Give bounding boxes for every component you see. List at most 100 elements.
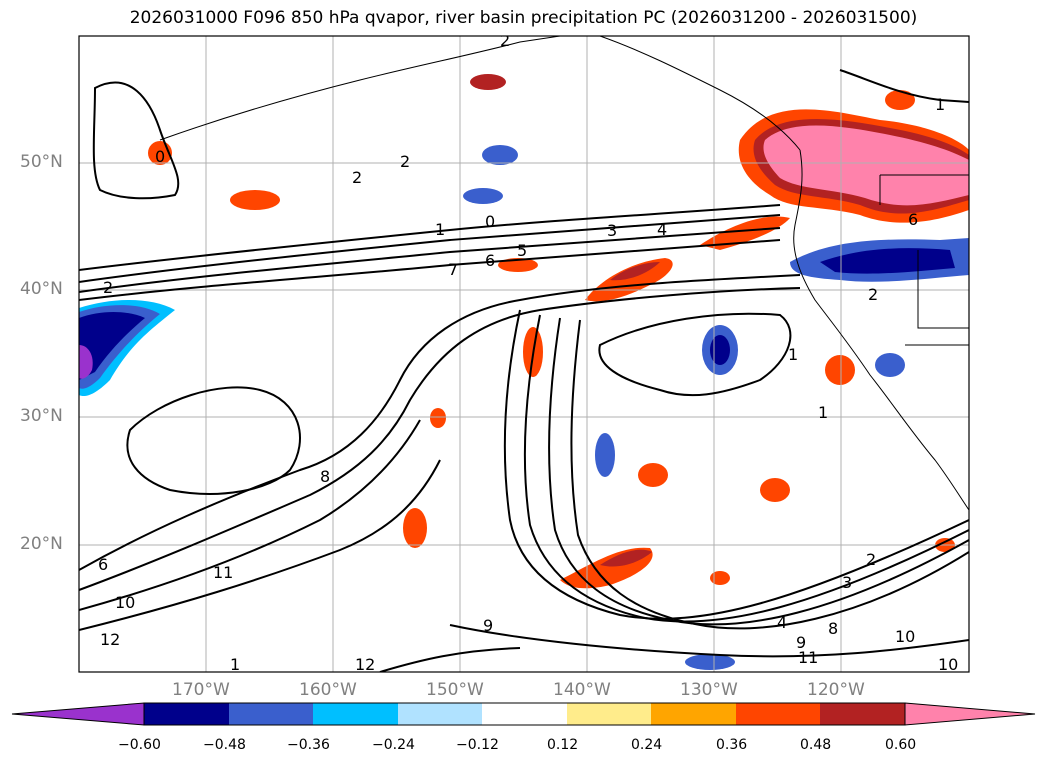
lon-label: 140°W	[553, 680, 611, 700]
coastlines	[159, 36, 969, 511]
coastline-alaska	[159, 36, 801, 151]
colorbar-segment	[144, 703, 229, 725]
precip-blob-small	[482, 145, 518, 165]
contour-line	[126, 386, 301, 495]
map-plot-area: 1 0 2 2 1 0 3 4 5 6 7 2 1 2 1 8 11 10 12…	[79, 31, 969, 674]
colorbar-tick-label: 0.60	[885, 737, 917, 753]
contour-label: 0	[485, 212, 495, 231]
contour-line	[839, 69, 969, 103]
colorbar-tick-label: 0.12	[547, 737, 579, 753]
contour-label: 1	[818, 403, 828, 422]
precip-blob-blue-band-core	[820, 248, 955, 274]
contour-label: 5	[517, 241, 527, 260]
contour-label: 11	[213, 563, 233, 582]
precip-blob-small	[685, 654, 735, 670]
lon-label: 120°W	[807, 680, 865, 700]
colorbar	[11, 702, 1036, 726]
contour-label: 8	[828, 619, 838, 638]
contour-line	[79, 214, 781, 283]
colorbar-segment	[567, 703, 651, 725]
contour-line	[570, 319, 969, 630]
precip-blob-small	[760, 478, 790, 502]
contour-labels: 1 0 2 2 1 0 3 4 5 6 7 2 1 2 1 8 11 10 12…	[98, 31, 958, 674]
contour-line	[79, 274, 801, 571]
lat-label: 50°N	[20, 152, 63, 172]
contour-line	[449, 624, 969, 658]
precip-blob-small	[230, 190, 280, 210]
precip-blob-small	[430, 408, 446, 428]
lat-label: 40°N	[20, 279, 63, 299]
precip-blob-small	[710, 571, 730, 585]
coastline-inland	[879, 174, 969, 346]
colorbar-tick-label: 0.24	[631, 737, 663, 753]
contour-label: 0	[155, 147, 165, 166]
lon-label: 150°W	[426, 680, 484, 700]
contour-line	[79, 204, 781, 271]
contour-label: 7	[448, 260, 458, 279]
colorbar-tick-label: −0.36	[287, 737, 330, 753]
contour-label: 3	[842, 573, 852, 592]
contour-label: 11	[798, 648, 818, 667]
colorbar-tick-label: −0.48	[203, 737, 246, 753]
contour-line	[92, 81, 180, 200]
contour-label: 2	[103, 278, 113, 297]
colorbar-segment	[313, 703, 398, 725]
precip-blob-small	[885, 90, 915, 110]
graticule	[79, 36, 969, 672]
precip-blob-streak-45n	[700, 216, 790, 250]
contour-label: 9	[483, 616, 493, 635]
contour-label: 1	[435, 220, 445, 239]
contour-label: 10	[938, 655, 958, 674]
colorbar-segment	[820, 703, 905, 725]
contour-line	[79, 419, 421, 611]
contour-label: 4	[777, 613, 787, 632]
colorbar-tick-label: −0.60	[118, 737, 161, 753]
contour-label: 2	[400, 152, 410, 171]
contour-label: 2	[500, 31, 510, 50]
contour-line	[598, 312, 792, 397]
colorbar-segment	[482, 703, 567, 725]
contour-line	[79, 459, 441, 631]
precip-blob-west-core	[79, 312, 145, 380]
contour-label: 9	[796, 633, 806, 652]
contour-label: 12	[100, 630, 120, 649]
colorbar-extend-left	[11, 702, 145, 726]
humidity-contours	[79, 69, 969, 672]
contour-line	[79, 227, 781, 293]
contour-label: 4	[657, 220, 667, 239]
contour-label: 8	[320, 467, 330, 486]
precip-blob-nw-inner	[763, 125, 969, 206]
colorbar-tick-label: 0.36	[716, 737, 748, 753]
lon-label: 160°W	[299, 680, 357, 700]
precip-blob-small	[638, 463, 668, 487]
colorbar-frame	[143, 702, 906, 726]
colorbar-tick-label: −0.24	[372, 737, 415, 753]
plot-frame	[78, 35, 970, 673]
contour-label: 10	[895, 627, 915, 646]
contour-label: 6	[485, 251, 495, 270]
precip-blob-small	[403, 508, 427, 548]
contour-line	[503, 309, 969, 620]
precip-blob-18n-core	[600, 549, 652, 567]
lon-label: 170°W	[172, 680, 230, 700]
precip-blob-west-purple	[79, 345, 93, 379]
precip-blob-streak-40n-core	[610, 262, 660, 281]
lon-label: 130°W	[680, 680, 738, 700]
contour-label: 2	[352, 168, 362, 187]
precipitation-shading	[79, 74, 969, 670]
contour-label: 6	[98, 555, 108, 574]
precip-blob-small	[595, 433, 615, 477]
colorbar-extend-right	[904, 702, 1036, 726]
map-title: 2026031000 F096 850 hPa qvapor, river ba…	[129, 8, 918, 28]
contour-label: 6	[908, 210, 918, 229]
contour-label: 2	[866, 550, 876, 569]
precip-blob-small	[710, 335, 730, 365]
contour-line	[79, 239, 781, 301]
contour-line	[379, 647, 521, 672]
contour-line	[547, 317, 969, 626]
contour-label: 1	[788, 345, 798, 364]
contour-label: 1	[935, 95, 945, 114]
contour-line	[79, 287, 801, 591]
colorbar-segment	[229, 703, 313, 725]
